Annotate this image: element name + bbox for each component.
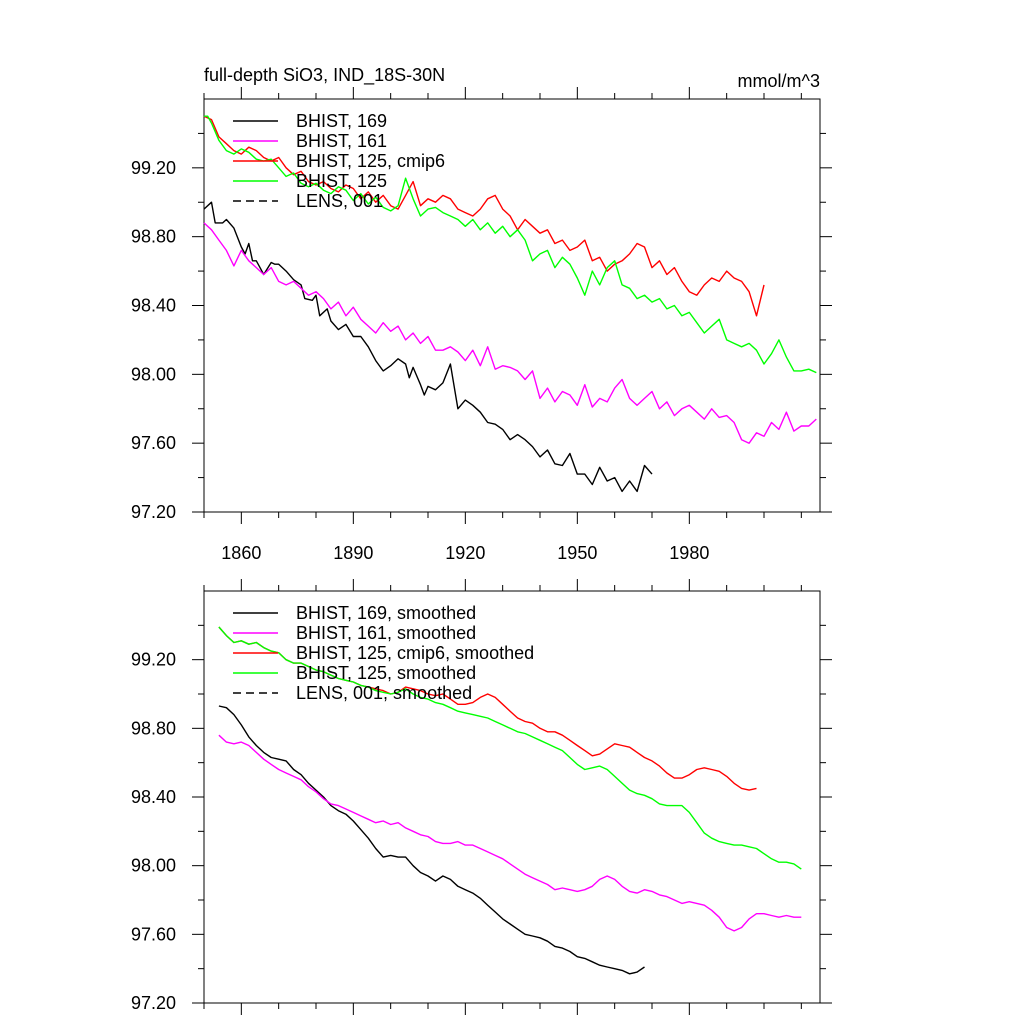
chart-title: full-depth SiO3, IND_18S-30N	[204, 65, 445, 86]
y-tick-label: 98.00	[131, 856, 176, 876]
series-line-bhist-161	[203, 222, 817, 444]
x-tick-label: 1980	[669, 543, 709, 563]
top-panel: 1860 1890 1920 1950 1980 97.20 97.60 98.00 98.40…	[131, 65, 832, 563]
series-line-bhist-125-cmip6	[203, 115, 765, 317]
x-tick-label: 1860	[221, 543, 261, 563]
legend-label-lens-001: LENS, 001	[296, 191, 383, 211]
y-tick-label: 99.20	[131, 650, 176, 670]
y-tick-label: 97.20	[131, 993, 176, 1013]
y-tick-label: 98.80	[131, 227, 176, 247]
legend-label-bhist-125: BHIST, 125	[296, 171, 387, 191]
legend-label-bhist-125-smoothed: BHIST, 125, smoothed	[296, 663, 476, 683]
y-tick-label: 98.00	[131, 364, 176, 384]
legend-label-bhist-169-smoothed: BHIST, 169, smoothed	[296, 603, 476, 623]
series-line-bhist-169-smoothed	[218, 705, 645, 975]
y-tick-label: 98.80	[131, 718, 176, 738]
y-tick-label: 98.40	[131, 787, 176, 807]
x-tick-label: 1890	[333, 543, 373, 563]
legend-label-lens-001-smoothed: LENS, 001, smoothed	[296, 683, 472, 703]
series-line-bhist-161-smoothed	[218, 734, 802, 932]
y-tick-label: 97.20	[131, 502, 176, 522]
legend-label-bhist-125-cmip6: BHIST, 125, cmip6	[296, 151, 445, 171]
series-line-bhist-125-smoothed	[218, 626, 802, 870]
series-line-bhist-125	[204, 115, 817, 374]
y-tick-label: 97.60	[131, 433, 176, 453]
units-label: mmol/m^3	[738, 71, 820, 91]
legend-label-bhist-169: BHIST, 169	[296, 111, 387, 131]
bottom-panel: 97.20 97.60 98.00 98.40 98.80 99.20 BHIST, 169…	[131, 579, 832, 1015]
x-tick-label: 1950	[557, 543, 597, 563]
series-line-bhist-169	[203, 201, 653, 493]
x-tick-label: 1920	[445, 543, 485, 563]
y-tick-label: 99.20	[131, 158, 176, 178]
y-tick-label: 97.60	[131, 924, 176, 944]
legend-label-bhist-161: BHIST, 161	[296, 131, 387, 151]
y-tick-label: 98.40	[131, 296, 176, 316]
legend-label-bhist-125-cmip6-smoothed: BHIST, 125, cmip6, smoothed	[296, 643, 534, 663]
legend-label-bhist-161-smoothed: BHIST, 161, smoothed	[296, 623, 476, 643]
